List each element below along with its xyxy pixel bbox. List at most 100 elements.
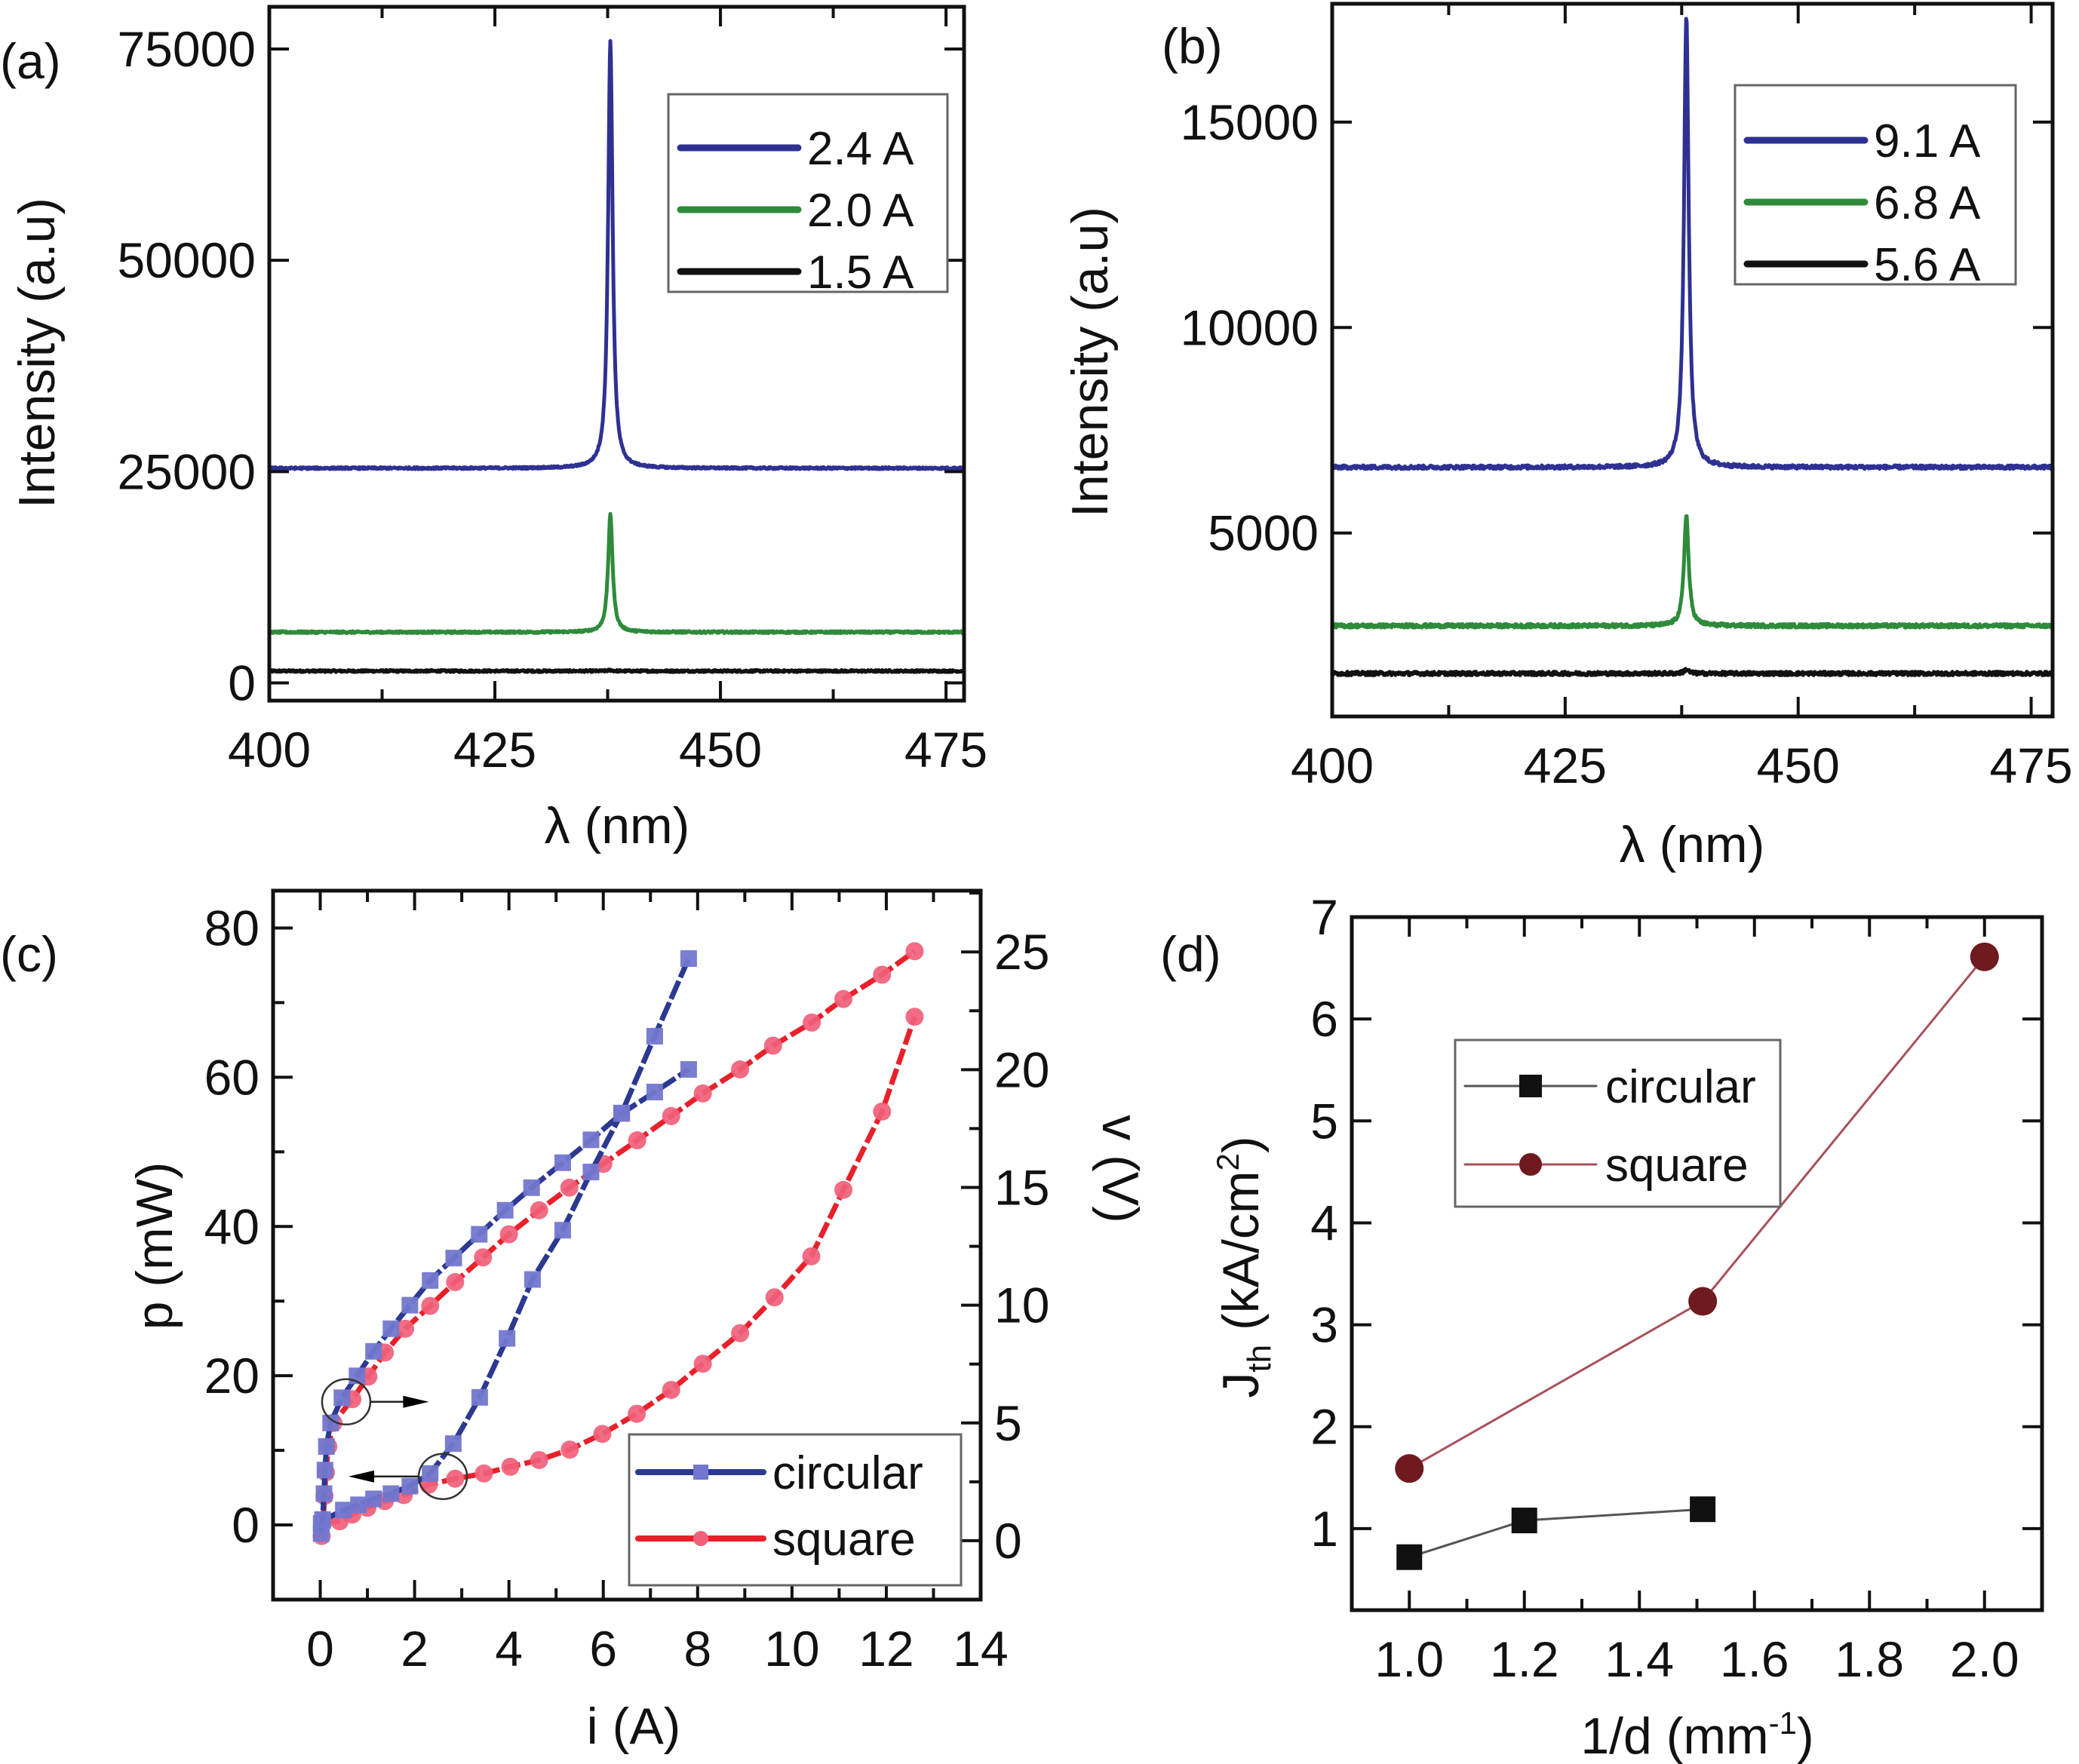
data-point-circle	[834, 1180, 853, 1199]
data-point-square	[646, 1027, 663, 1045]
panel-c-plot-area	[312, 942, 924, 1545]
y-tick-label: 50000	[117, 232, 256, 288]
y-tick-label: 40	[204, 1198, 259, 1254]
data-point-circle	[662, 1380, 680, 1399]
panel-c-y-axis-label-right: v (V)	[1092, 1115, 1149, 1223]
panel-d-threshold-current: (d) 1.0 1.2 1.4 1.6 1.8 2.0 1 2 3 4 5 6 7 1/d (mm-1)…	[1160, 889, 2044, 1764]
y-right-tick-label: 15	[994, 1159, 1049, 1215]
x-tick-label: 6	[589, 1621, 617, 1677]
y-tick-label: 80	[204, 900, 259, 956]
panel-d-ticks: 1.0 1.2 1.4 1.6 1.8 2.0 1 2 3 4 5 6 7	[1310, 889, 2044, 1687]
data-point-circle	[763, 1036, 782, 1055]
data-point-circle	[421, 1296, 440, 1315]
data-point-circle	[396, 1319, 415, 1338]
panel-d-y-axis-label-sup: 2	[1210, 1153, 1245, 1170]
panel-a-frame	[267, 5, 966, 703]
data-point-circle	[593, 1425, 612, 1443]
data-point-square	[422, 1465, 439, 1482]
panel-d-y-axis-label-mid: (kA/cm	[1212, 1170, 1270, 1344]
panel-d-y-axis-label-end: )	[1212, 1136, 1270, 1153]
panel-b-ticks: 400 425 450 475 5000 10000 15000	[1180, 4, 2073, 793]
data-point-square	[1690, 1496, 1716, 1523]
panel-c-power-voltage: (c) 0 2 4 6 8 10 12 14 0 20 40 60 80 0 5 10 15 20 25 i (A)…	[0, 888, 1149, 1755]
data-point-circle	[446, 1273, 465, 1292]
panel-c-label: (c)	[0, 926, 58, 982]
legend-label-square: square	[1605, 1140, 1749, 1192]
panel-b-legend: 9.1 A 6.8 A 5.6 A	[1734, 84, 2017, 291]
data-point-square	[496, 1201, 514, 1219]
legend-marker-circle	[1519, 1153, 1542, 1176]
data-point-circle	[905, 1008, 924, 1026]
panel-a-x-axis-label: λ (nm)	[545, 797, 690, 854]
legend-label-2-0-a: 2.0 A	[807, 185, 914, 237]
data-point-circle	[693, 1084, 712, 1103]
data-point-circle	[560, 1178, 579, 1197]
panel-a-legend: 2.4 A 2.0 A 1.5 A	[667, 93, 949, 299]
series-group	[269, 38, 964, 674]
panel-b-x-axis-label: λ (nm)	[1620, 816, 1765, 873]
data-point-square	[444, 1435, 462, 1453]
x-tick-label: 2	[401, 1621, 428, 1677]
y-tick-label: 25000	[117, 443, 256, 499]
y-tick-label: 0	[228, 655, 256, 710]
data-point-circle	[628, 1404, 646, 1423]
y-tick-label: 3	[1310, 1297, 1338, 1353]
panel-d-y-axis-label-sub: th	[1241, 1345, 1278, 1373]
y-tick-label: 1	[1310, 1501, 1338, 1557]
data-point-circle	[474, 1248, 493, 1267]
panel-a-label: (a)	[0, 33, 61, 89]
panel-d-x-axis-label-sup: -1	[1769, 1705, 1797, 1741]
legend-label-circular: circular	[1605, 1061, 1756, 1113]
legend-label-1-5-a: 1.5 A	[807, 247, 914, 299]
series-group	[1332, 17, 2053, 677]
panel-b-frame	[1330, 2, 2055, 719]
panel-c-legend-box	[628, 1433, 963, 1587]
data-point-circle	[499, 1225, 518, 1244]
y-tick-label: 7	[1310, 889, 1338, 945]
panel-d-x-axis-label-end: )	[1797, 1707, 1814, 1764]
data-point-circle	[1395, 1454, 1424, 1483]
data-point-square	[312, 1525, 330, 1542]
panel-a-y-axis-label: Intensity (a.u)	[8, 198, 66, 508]
spectrum-line-9-1-a	[1332, 17, 2053, 471]
x-tick-label: 450	[679, 722, 762, 778]
data-point-circle	[834, 989, 853, 1008]
panel-b-y-axis-label: Intensity (a.u)	[1061, 207, 1119, 517]
x-tick-label: 1.8	[1835, 1631, 1904, 1687]
y-right-tick-label: 0	[994, 1513, 1022, 1569]
data-point-square	[318, 1438, 335, 1456]
data-point-square	[471, 1388, 488, 1406]
panel-a-ticks: 400 425 450 475 0 25000 50000 75000	[117, 7, 987, 778]
panel-d-legend: circular square	[1454, 1038, 1782, 1208]
data-point-circle	[803, 1013, 821, 1032]
x-tick-label: 425	[453, 722, 536, 778]
y-tick-label: 10000	[1180, 299, 1319, 355]
legend-label-5-6-a: 5.6 A	[1874, 239, 1981, 291]
panel-a-legend-box	[667, 93, 949, 293]
x-tick-label: 400	[228, 722, 311, 778]
data-point-square	[335, 1502, 352, 1519]
legend-label-square: square	[772, 1514, 916, 1566]
series-square	[1395, 942, 1999, 1483]
data-point-circle	[530, 1450, 548, 1469]
panel-d-plot-area	[1395, 942, 1999, 1570]
series-circular-p	[312, 950, 697, 1532]
x-tick-label: 10	[764, 1621, 819, 1677]
x-tick-label: 475	[1990, 738, 2073, 793]
panel-b-plot-area	[1332, 17, 2053, 677]
y-tick-label: 60	[204, 1049, 259, 1105]
data-point-circle	[765, 1288, 784, 1307]
panel-c-y-axis-label-left: p (mW)	[126, 1162, 183, 1330]
data-point-square	[316, 1462, 333, 1479]
data-point-square	[471, 1226, 488, 1243]
data-point-square	[382, 1485, 400, 1502]
legend-label-9-1-a: 9.1 A	[1874, 115, 1981, 167]
y-right-tick-label: 5	[994, 1395, 1022, 1451]
data-point-circle	[530, 1201, 548, 1219]
data-point-circle	[1688, 1287, 1718, 1316]
data-point-square	[499, 1330, 516, 1347]
legend-marker-square	[693, 1465, 708, 1480]
